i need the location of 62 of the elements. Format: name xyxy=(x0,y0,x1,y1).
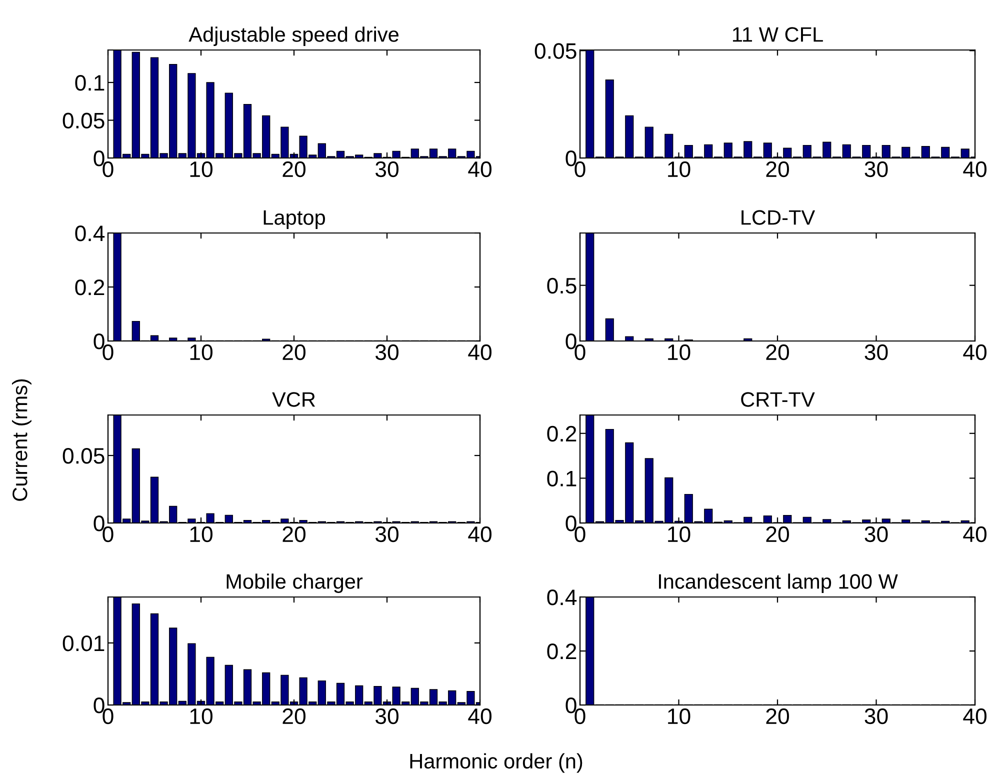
y-tick-label: 0.2 xyxy=(75,280,104,296)
x-tick-label: 30 xyxy=(375,708,398,724)
chart-title: Adjustable speed drive xyxy=(188,26,398,46)
y-tick-label: 0 xyxy=(566,334,576,350)
x-tick-label: 40 xyxy=(468,526,492,542)
x-tick-label: 10 xyxy=(668,161,690,178)
x-tick-label: 30 xyxy=(375,526,398,542)
y-tick-label: 0 xyxy=(566,516,576,532)
y-tick-label: 0 xyxy=(94,334,104,350)
chart-title: Incandescent lamp 100 W xyxy=(658,574,898,593)
y-tick-label: 0.05 xyxy=(62,112,104,129)
y-tick-label: 0 xyxy=(566,150,576,166)
y-tick-label: 0 xyxy=(94,698,104,714)
y-tick-label: 0 xyxy=(566,698,576,714)
x-tick-label: 40 xyxy=(963,526,986,542)
x-tick-label: 40 xyxy=(963,161,986,178)
y-tick-label: 0.01 xyxy=(62,635,104,652)
x-tick-label: 30 xyxy=(375,344,398,360)
x-tick-label: 30 xyxy=(864,708,888,724)
x-tick-label: 30 xyxy=(864,161,888,178)
y-tick-label: 0 xyxy=(94,150,104,166)
chart-title: VCR xyxy=(272,392,316,407)
x-tick-label: 30 xyxy=(864,526,888,542)
y-tick-label: 0.1 xyxy=(75,75,104,91)
y-tick-label: 0.05 xyxy=(62,448,104,464)
y-tick-label: 0 xyxy=(94,516,104,532)
y-axis-title: Current (rms) xyxy=(12,379,32,501)
x-tick-label: 30 xyxy=(375,161,398,178)
x-tick-label: 10 xyxy=(190,708,212,724)
x-tick-label: 30 xyxy=(864,344,888,360)
y-tick-label: 0.5 xyxy=(547,278,576,294)
x-tick-label: 20 xyxy=(766,161,789,178)
y-tick-label: 0.4 xyxy=(547,590,577,606)
x-tick-label: 10 xyxy=(190,344,212,360)
x-tick-label: 20 xyxy=(766,526,789,542)
x-tick-label: 20 xyxy=(282,344,306,360)
y-tick-label: 0.4 xyxy=(75,226,105,242)
x-tick-label: 10 xyxy=(190,161,212,178)
x-axis-title: Harmonic order (n) xyxy=(410,753,582,773)
y-tick-label: 0.2 xyxy=(547,426,576,442)
y-tick-label: 0.2 xyxy=(547,644,576,660)
x-tick-label: 20 xyxy=(282,161,306,178)
x-tick-label: 20 xyxy=(282,526,306,542)
x-tick-label: 10 xyxy=(668,526,690,542)
x-tick-label: 40 xyxy=(468,708,492,724)
x-tick-label: 40 xyxy=(468,344,492,360)
x-tick-label: 10 xyxy=(668,708,690,724)
chart-title: Laptop xyxy=(264,210,325,229)
chart-title: LCD-TV xyxy=(742,210,816,225)
chart-title: CRT-TV xyxy=(741,392,815,407)
y-tick-label: 0.1 xyxy=(547,470,576,486)
x-tick-label: 40 xyxy=(963,344,986,360)
chart-title: 11 W CFL xyxy=(732,27,823,42)
x-tick-label: 40 xyxy=(468,161,492,178)
chart-title: Mobile charger xyxy=(226,574,363,593)
x-tick-label: 10 xyxy=(668,344,690,360)
x-tick-label: 20 xyxy=(282,708,306,724)
x-tick-label: 40 xyxy=(963,708,986,724)
x-tick-label: 10 xyxy=(190,526,212,542)
x-tick-label: 20 xyxy=(766,344,789,360)
y-tick-label: 0.05 xyxy=(534,43,576,59)
x-tick-label: 20 xyxy=(766,708,789,724)
